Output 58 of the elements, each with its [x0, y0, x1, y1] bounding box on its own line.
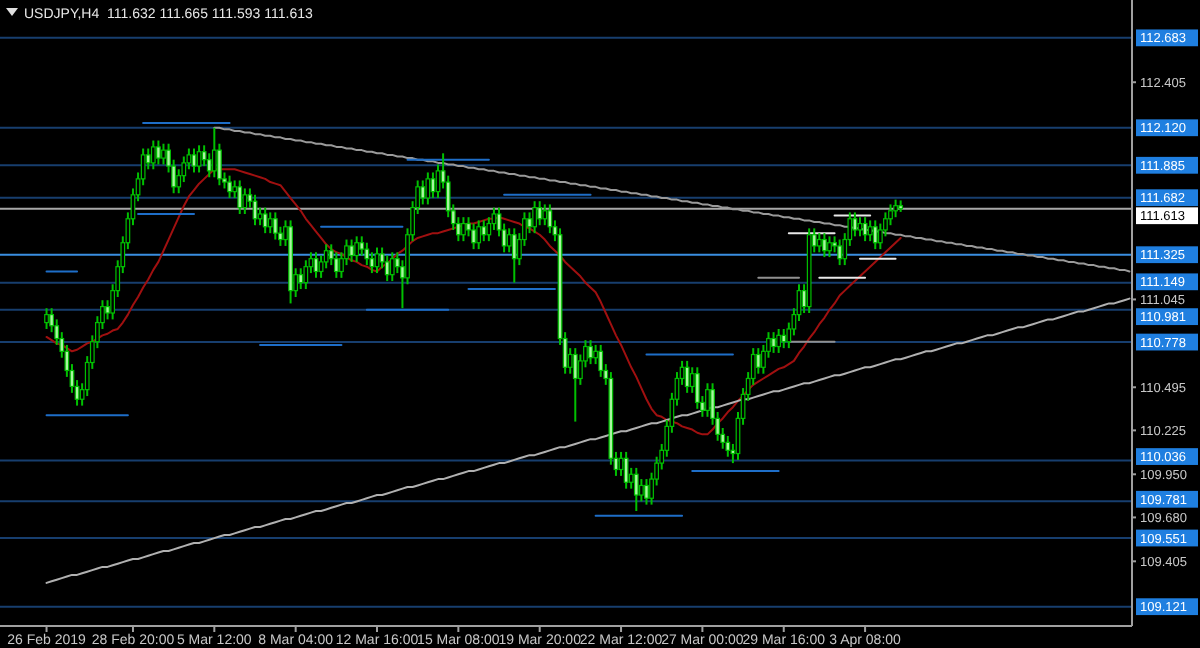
candlestick	[323, 243, 329, 270]
candlestick	[588, 339, 593, 366]
candlestick	[420, 179, 426, 206]
candlestick	[476, 219, 482, 251]
candlestick	[684, 359, 690, 394]
candlestick	[486, 216, 492, 243]
candlestick	[389, 251, 395, 283]
candlestick	[572, 347, 578, 423]
candlestick	[272, 211, 278, 241]
candlestick	[262, 206, 268, 235]
candlestick	[644, 478, 649, 506]
candlestick	[242, 187, 248, 215]
candlestick	[384, 254, 390, 283]
candlestick	[623, 450, 629, 490]
candlestick	[237, 179, 243, 215]
candlestick	[816, 232, 822, 254]
candlestick	[349, 238, 354, 263]
candlestick	[776, 327, 782, 354]
candlestick	[822, 232, 827, 259]
candlestick	[598, 343, 604, 378]
candlestick	[633, 466, 639, 513]
candlestick	[532, 200, 537, 235]
candlestick	[837, 238, 843, 267]
candlestick	[781, 327, 787, 350]
candlestick	[354, 235, 360, 263]
candlestick	[725, 434, 731, 458]
candlestick	[511, 227, 517, 284]
candlestick	[867, 219, 873, 243]
candlestick	[537, 200, 543, 227]
candlestick	[481, 219, 487, 243]
candlestick	[44, 307, 49, 330]
candlestick	[364, 241, 370, 267]
candlestick	[705, 382, 710, 418]
candlestick	[542, 203, 548, 227]
candlestick	[303, 259, 309, 291]
candlestick	[471, 222, 476, 251]
candlestick	[161, 142, 166, 166]
candlestick	[857, 216, 863, 238]
candlestick	[862, 216, 868, 243]
candlestick	[872, 219, 878, 251]
candlestick	[298, 267, 304, 291]
candlestick	[852, 211, 858, 238]
candlestick	[156, 139, 161, 166]
candlestick	[425, 171, 431, 206]
candlestick	[547, 203, 553, 235]
candlestick	[359, 235, 365, 257]
candlestick	[771, 331, 776, 354]
candlestick	[191, 147, 197, 174]
candlestick	[369, 251, 375, 275]
candlestick	[827, 235, 832, 259]
candlestick	[461, 216, 466, 243]
candlestick	[267, 211, 273, 235]
candlestick	[150, 139, 156, 171]
candlestick	[227, 174, 232, 200]
candlestick	[211, 126, 217, 179]
candlestick	[694, 366, 700, 410]
candlestick	[333, 251, 339, 279]
line-series	[45, 297, 1131, 584]
